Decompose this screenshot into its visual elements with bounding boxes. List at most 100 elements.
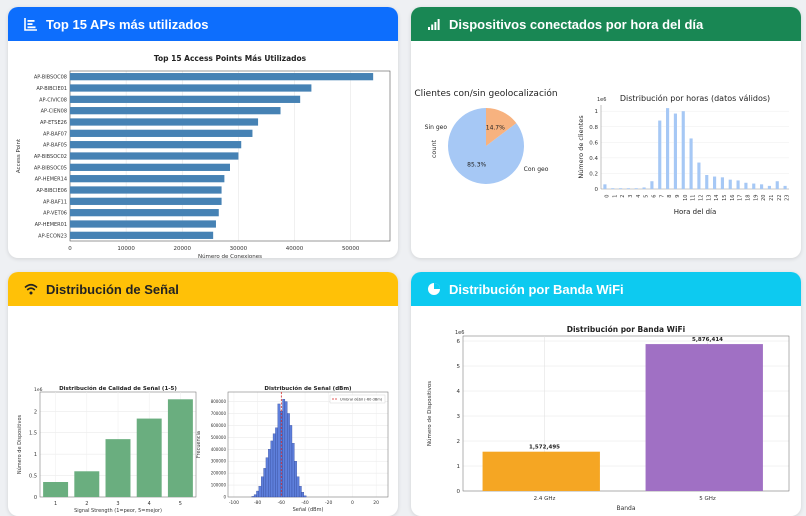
bar [767, 185, 771, 189]
y-tick-label: 0.8 [589, 125, 598, 131]
card-top-aps: Top 15 APs más utilizados Top 15 Access … [8, 7, 398, 258]
histogram-bar [256, 490, 259, 498]
bar [70, 197, 222, 205]
y-tick-label: 1.5 [29, 431, 37, 437]
x-tick-label: 21 [769, 195, 775, 201]
x-axis-label: Señal (dBm) [293, 507, 324, 513]
plot-frame [462, 335, 790, 492]
y-tick-label: 0.4 [589, 156, 598, 162]
x-tick-label: 2 [620, 195, 626, 198]
plot-frame [227, 391, 389, 498]
chart-title: Distribución por horas (datos válidos) [620, 93, 770, 103]
legend-label: Umbral débil (-60 dBm) [340, 398, 383, 402]
bar [689, 138, 693, 189]
bar-chart-icon [24, 18, 37, 31]
x-tick-label: 15 [722, 195, 728, 201]
y-tick-label: 1 [457, 464, 461, 470]
histogram-bar [291, 443, 295, 498]
bar [603, 184, 607, 189]
chart-title: Distribución de Señal (dBm) [264, 385, 352, 392]
bar [43, 482, 69, 497]
bar [70, 163, 230, 171]
bar [70, 107, 281, 115]
bar [70, 118, 259, 126]
x-tick-label: 7 [659, 195, 665, 198]
y-tick-label: 4 [457, 389, 461, 395]
y-tick-label: 100000 [211, 483, 227, 488]
x-tick-label: 4 [148, 501, 151, 507]
bar [736, 180, 740, 189]
bar [645, 344, 763, 491]
x-tick-label: 0 [604, 195, 610, 198]
y-axis-label: Número de clientes [577, 115, 585, 179]
histogram-bar [282, 399, 286, 498]
y-tick-label: 0 [595, 187, 599, 193]
x-tick-label: 17 [738, 195, 744, 201]
y-tick-label: 300000 [211, 459, 227, 464]
card-title-top-aps: Top 15 APs más utilizados [46, 16, 209, 32]
y-tick-label: 1 [595, 109, 599, 115]
histogram-bar [296, 476, 300, 498]
bar-value-label: 5,876,414 [692, 337, 723, 343]
pie-label: Sin geo [425, 124, 448, 131]
y-tick-label: AP-VET06 [43, 211, 67, 217]
x-tick-label: 3 [116, 501, 119, 507]
y-tick-label: 200000 [211, 471, 227, 476]
bar [775, 181, 779, 189]
histogram-bar [263, 468, 267, 498]
pie-label: Con geo [524, 166, 549, 173]
bar [783, 185, 787, 189]
histogram-bar [272, 433, 276, 498]
bar [74, 471, 100, 497]
x-tick-label: 5 GHz [699, 496, 716, 502]
histogram-bar [253, 494, 257, 498]
bar [611, 188, 615, 189]
y-tick-label: 400000 [211, 447, 227, 452]
y-tick-label: 1 [34, 452, 37, 458]
x-tick-label: 1 [54, 501, 57, 507]
x-tick-label: 2 [85, 501, 88, 507]
histogram-bar [287, 413, 290, 498]
x-axis-label: Banda [616, 505, 635, 512]
bar [697, 162, 701, 189]
x-tick-label: 8 [667, 195, 673, 198]
y-exponent: 1e6 [597, 97, 606, 103]
x-tick-label: 6 [651, 195, 657, 198]
histogram-bar [261, 476, 264, 498]
x-tick-label: 9 [675, 195, 681, 198]
histogram-bar [284, 401, 288, 498]
y-tick-label: 3 [457, 414, 461, 420]
y-tick-label: 2 [34, 409, 37, 415]
y-tick-label: AP-BIBSOC02 [34, 154, 67, 160]
y-tick-label: 700000 [211, 411, 227, 416]
histogram-bar [268, 449, 271, 498]
x-tick-label: 4 [636, 195, 642, 198]
y-tick-label: 0 [34, 495, 37, 501]
y-axis-label: Frecuencia [196, 431, 202, 458]
x-tick-label: 50000 [342, 246, 360, 252]
y-tick-label: AP-HEMER01 [35, 222, 67, 228]
x-tick-label: 0 [68, 246, 72, 252]
bar [482, 451, 600, 491]
card-header-hourly: Dispositivos conectados por hora del día [411, 7, 801, 41]
histogram-bar [265, 457, 269, 498]
x-tick-label: -60 [278, 500, 285, 506]
y-tick-label: AP-BAF05 [43, 143, 67, 149]
y-tick-label: 6 [457, 339, 461, 345]
histogram-bar [270, 440, 274, 498]
card-title-signal: Distribución de Señal [46, 281, 179, 297]
bar [70, 220, 216, 228]
x-tick-label: 14 [714, 195, 720, 201]
x-tick-label: -80 [254, 500, 261, 506]
bar [70, 84, 312, 92]
y-axis-label: Número de Dispositivos [16, 414, 23, 474]
y-tick-label: AP-HEMER14 [35, 177, 67, 183]
x-tick-label: 2.4 GHz [534, 496, 556, 502]
bar [713, 176, 717, 189]
bar [760, 184, 764, 189]
x-tick-label: 13 [706, 195, 712, 201]
y-tick-label: 0.5 [29, 474, 37, 480]
x-tick-label: 18 [745, 195, 751, 201]
x-tick-label: -40 [301, 500, 308, 506]
y-axis-label: Access Point [16, 138, 22, 173]
